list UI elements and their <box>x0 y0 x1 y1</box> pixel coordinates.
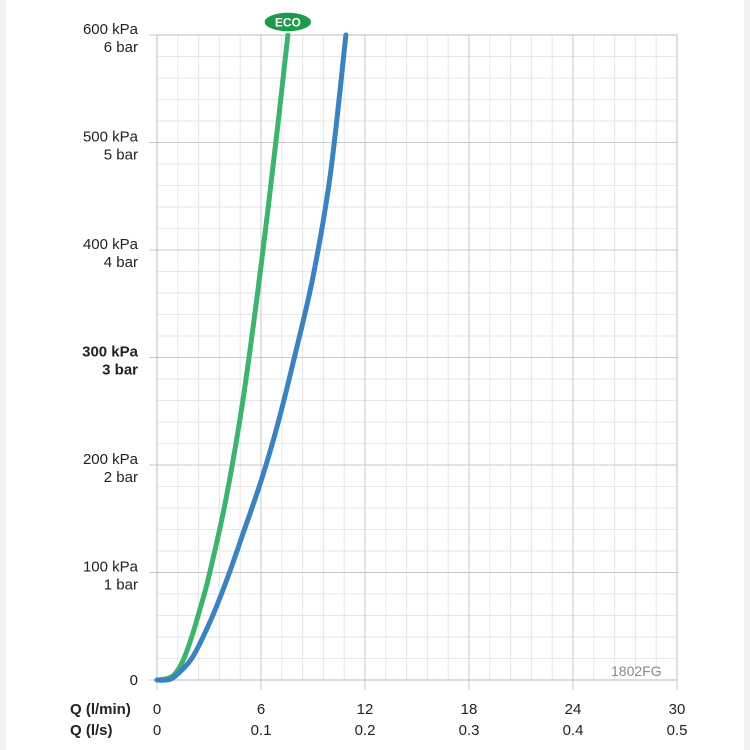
y-tick-label-kpa: 200 kPa <box>83 451 139 468</box>
plot-border <box>156 34 678 681</box>
y-tick-label-bar: 3 bar <box>102 362 138 379</box>
y-tick-label-kpa: 300 kPa <box>82 344 139 361</box>
x-tick-label: 6 <box>257 701 265 718</box>
y-tick-label-bar: 1 bar <box>104 577 138 594</box>
y-tick-label-bar: 5 bar <box>104 147 138 164</box>
x-tick-label: 0 <box>153 722 161 739</box>
major-grid <box>149 34 678 690</box>
right-frame-edge <box>744 0 750 750</box>
y-tick-label-bar: 2 bar <box>104 469 138 486</box>
eco-badge-label: ECO <box>275 16 301 30</box>
x-tick-label: 0.4 <box>563 722 584 739</box>
eco-badge-shape <box>263 11 313 33</box>
x-tick-label: 0 <box>153 701 161 718</box>
standard-series-line <box>154 32 349 683</box>
y-tick-label-kpa: 500 kPa <box>83 129 139 146</box>
x-tick-label: 0.1 <box>251 722 272 739</box>
x-axis-labels: Q (l/min) 0 6 12 18 24 30 Q (l/s) 0 0.1 0.2 0.3 0.4 0… <box>70 701 687 739</box>
y-tick-label-kpa: 400 kPa <box>83 236 139 253</box>
y-tick-label-bar: 4 bar <box>104 254 138 271</box>
x-tick-label: 0.3 <box>459 722 480 739</box>
y-tick-label-bar: 6 bar <box>104 39 138 56</box>
image-code-label: 1802FG <box>611 663 662 679</box>
x-tick-label: 30 <box>669 701 686 718</box>
x-axis-row-title: Q (l/s) <box>70 722 113 739</box>
y-tick-label: 0 <box>130 672 138 689</box>
x-tick-label: 24 <box>565 701 582 718</box>
series-layer <box>154 32 349 683</box>
eco-badge: ECO <box>263 11 313 33</box>
y-tick-label-kpa: 600 kPa <box>83 21 139 38</box>
x-tick-label: 18 <box>461 701 478 718</box>
left-frame-edge <box>0 0 6 750</box>
y-tick-label-kpa: 100 kPa <box>83 559 139 576</box>
x-tick-label: 12 <box>357 701 374 718</box>
x-tick-label: 0.2 <box>355 722 376 739</box>
x-axis-row-title: Q (l/min) <box>70 701 131 718</box>
x-tick-label: 0.5 <box>667 722 688 739</box>
